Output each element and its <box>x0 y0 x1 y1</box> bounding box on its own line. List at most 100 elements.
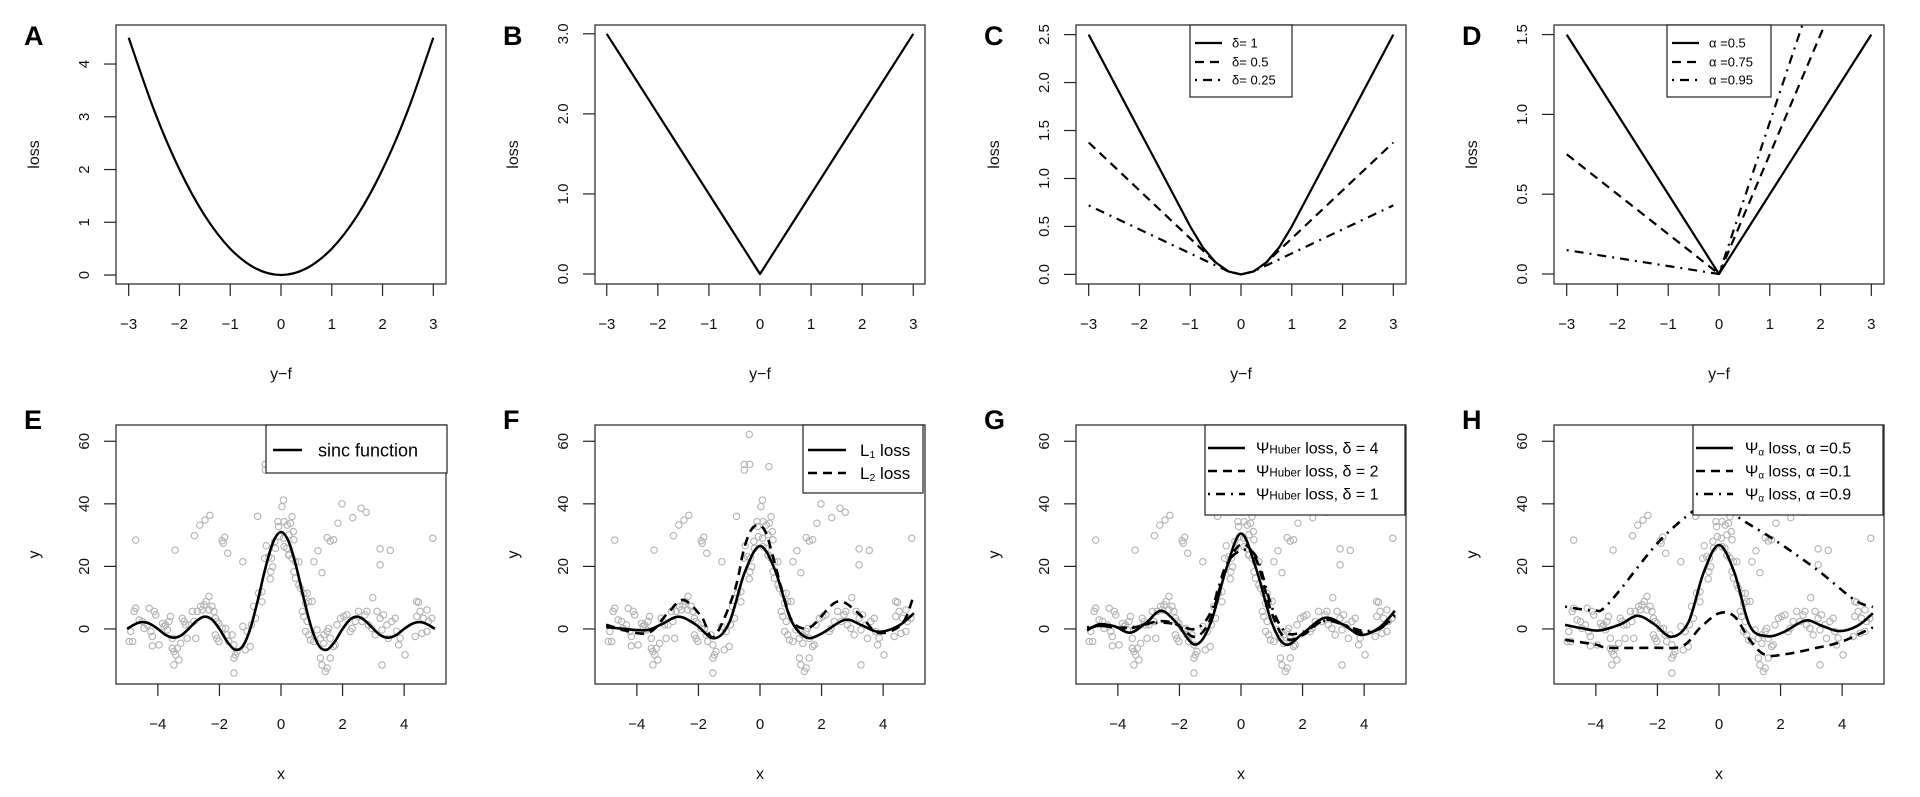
legend-label-subscript: Huber <box>1269 445 1301 457</box>
scatter-point <box>1328 593 1337 602</box>
legend-label-main: Ψ <box>1256 441 1269 458</box>
x-tick-label: −3 <box>1080 316 1097 333</box>
scatter-point <box>797 568 805 577</box>
scatter-point <box>803 624 812 633</box>
scatter-point <box>354 607 363 616</box>
scatter-point <box>314 546 322 555</box>
scatter-point <box>1336 561 1344 569</box>
scatter-point <box>239 622 247 631</box>
x-tick-label: 1 <box>1288 316 1296 333</box>
scatter-point <box>233 647 241 656</box>
y-tick-label: 0.5 <box>1514 184 1531 205</box>
scatter-point <box>1190 654 1198 662</box>
panel-letter: E <box>24 405 42 435</box>
scatter-point <box>1736 607 1744 616</box>
scatter-point <box>857 661 865 669</box>
scatter-point <box>805 537 814 545</box>
y-axis-label: y <box>986 551 1003 559</box>
scatter-point <box>875 634 883 642</box>
scatter-point <box>1861 606 1869 614</box>
scatter-point <box>401 651 409 659</box>
scatter-point <box>1656 536 1664 545</box>
legend-label-rest: loss, δ = 4 <box>1301 441 1379 458</box>
scatter-point <box>1338 626 1346 634</box>
legend-label: δ= 0.5 <box>1232 55 1269 70</box>
scatter-point <box>333 621 341 629</box>
scatter-point <box>1201 646 1210 654</box>
scatter-point <box>687 602 695 611</box>
scatter-point <box>280 542 288 551</box>
scatter-point <box>1289 642 1298 651</box>
scatter-point <box>817 500 825 508</box>
scatter-point <box>1155 521 1164 529</box>
scatter-point <box>1772 519 1780 527</box>
scatter-point <box>1293 621 1301 629</box>
scatter-point <box>163 626 172 634</box>
y-tick-label: 20 <box>1514 558 1531 575</box>
scatter-point <box>873 641 882 649</box>
scatter-point <box>902 606 910 614</box>
scatter-point <box>1644 511 1652 520</box>
x-tick-label: −2 <box>1649 716 1666 733</box>
y-tick-label: 2.0 <box>555 103 572 124</box>
scatter-point <box>362 508 371 517</box>
legend-label-subscript: 2 <box>869 472 875 484</box>
scatter-point <box>1323 607 1331 616</box>
legend-label-rest: loss <box>875 464 910 483</box>
x-tick-label: 2 <box>338 716 346 733</box>
scatter-point <box>645 612 654 621</box>
scatter-point <box>1661 549 1670 557</box>
scatter-point <box>607 637 616 646</box>
x-tick-label: 4 <box>1838 716 1846 733</box>
scatter-point <box>650 546 658 554</box>
scatter-point <box>1603 617 1611 626</box>
scatter-point <box>1614 639 1623 648</box>
y-tick-label: 40 <box>555 495 572 512</box>
legend-box <box>1189 24 1293 98</box>
scatter-point <box>1746 597 1754 606</box>
scatter-point <box>181 621 190 629</box>
scatter-point <box>378 626 386 634</box>
scatter-point <box>746 567 754 576</box>
legend-label-subscript: α <box>1758 494 1764 505</box>
scatter-point <box>795 654 804 662</box>
scatter-point <box>694 637 702 646</box>
scatter-point <box>1289 536 1298 544</box>
scatter-point <box>195 521 204 529</box>
scatter-point <box>1128 634 1137 643</box>
scatter-point <box>789 637 797 646</box>
scatter-point <box>1171 631 1180 639</box>
x-tick-label: 3 <box>429 316 437 333</box>
x-axis-label: x <box>277 766 285 783</box>
scatter-point <box>1234 522 1243 531</box>
scatter-point <box>1700 541 1708 550</box>
scatter-point <box>1260 612 1268 621</box>
scatter-point <box>1226 575 1234 583</box>
scatter-point <box>1338 661 1346 669</box>
legend-label-main: α =0.75 <box>1709 55 1753 70</box>
scatter-point <box>606 627 614 636</box>
scatter-point <box>193 607 202 616</box>
scatter-point <box>1839 651 1847 659</box>
scatter-point <box>1634 602 1643 611</box>
scatter-point <box>268 562 277 571</box>
scatter-point <box>394 641 403 649</box>
scatter-point <box>880 651 888 659</box>
scatter-point <box>1811 607 1819 616</box>
scatter-point <box>1165 592 1173 601</box>
scatter-point <box>1228 562 1237 571</box>
scatter-point <box>196 602 205 611</box>
scatter-point <box>895 607 903 616</box>
scatter-point <box>1718 542 1726 551</box>
scatter-point <box>1748 557 1756 566</box>
scatter-point <box>1723 531 1731 539</box>
curve-dashed <box>1566 25 1826 276</box>
scatter-point <box>166 612 175 621</box>
scatter-point <box>1806 593 1815 602</box>
y-tick-label: 0 <box>76 625 93 633</box>
scatter-point <box>893 598 902 607</box>
scatter-point <box>1283 664 1291 672</box>
scatter-point <box>644 617 652 626</box>
x-tick-label: 4 <box>400 716 408 733</box>
x-tick-label: −3 <box>1558 316 1575 333</box>
